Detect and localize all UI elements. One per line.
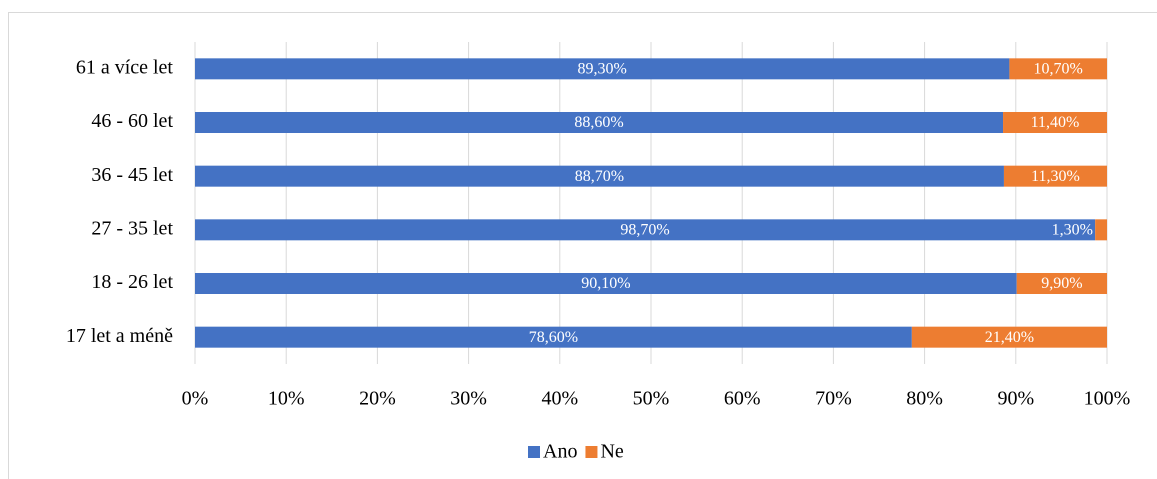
x-tick-label: 60% [724,388,761,410]
value-label: 78,60% [529,329,578,346]
bar-segment [911,326,1107,348]
value-label: 90,10% [581,275,630,292]
value-label: 11,40% [1031,114,1080,131]
x-tick-label: 90% [997,388,1034,410]
x-tick-label: 30% [450,388,487,410]
value-label: 98,70% [620,222,669,239]
value-label: 21,40% [985,329,1034,346]
y-tick-label: 46 - 60 let [91,110,173,132]
value-label: 11,30% [1031,168,1080,185]
value-label: 9,90% [1041,275,1082,292]
legend-label: Ne [600,441,623,463]
bar-segment [1009,58,1107,80]
bar-segment [195,326,912,348]
y-tick-label: 36 - 45 let [91,164,173,186]
value-label: 88,60% [574,114,623,131]
x-tick-label: 40% [541,388,578,410]
legend-label: Ano [543,441,577,463]
x-tick-label: 100% [1084,388,1131,410]
bar-segment [1003,165,1107,187]
bar-segment [1003,112,1107,133]
x-tick-label: 50% [633,388,670,410]
y-tick-label: 17 let a méně [66,325,173,347]
bar-segment [1095,219,1107,241]
value-label: 10,70% [1034,61,1083,78]
legend-swatch [585,446,598,458]
value-label: 1,30% [1052,222,1093,239]
value-label: 89,30% [578,61,627,78]
chart-border [8,12,1157,479]
legend-swatch [528,446,540,458]
x-tick-label: 0% [182,388,209,410]
bar-segment [1016,273,1107,294]
bar-segment [195,58,1010,80]
y-tick-label: 61 a více let [76,56,174,78]
value-label: 88,70% [575,168,624,185]
x-tick-label: 20% [359,388,396,410]
y-tick-label: 27 - 35 let [91,217,173,239]
x-tick-label: 80% [906,388,943,410]
bar-segment [195,165,1004,187]
bar-segment [195,273,1017,294]
x-tick-label: 70% [815,388,852,410]
bar-segment [195,219,1096,241]
y-tick-label: 18 - 26 let [91,271,173,293]
x-tick-label: 10% [268,388,305,410]
bar-segment [195,112,1004,133]
